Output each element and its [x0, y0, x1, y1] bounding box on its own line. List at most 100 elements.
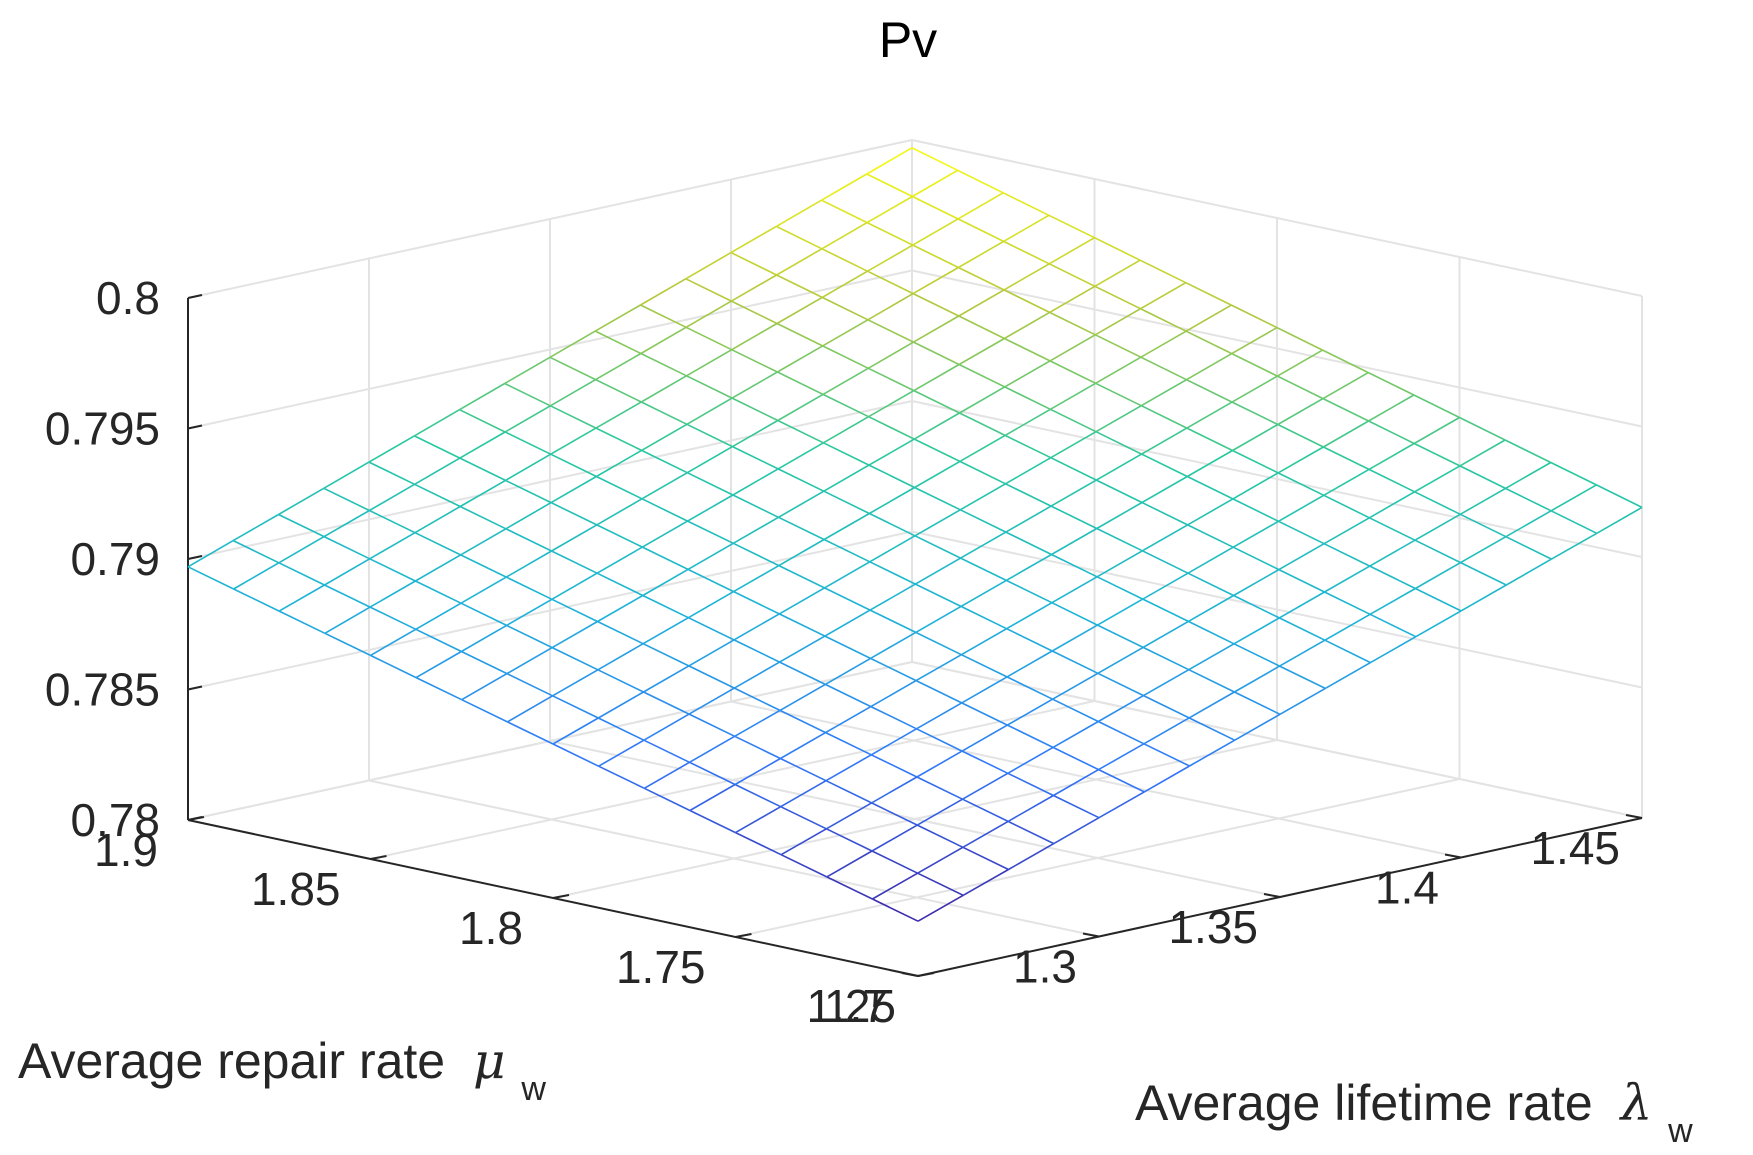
mesh-segment — [598, 765, 645, 790]
mesh-segment — [778, 490, 825, 518]
mesh-segment — [1233, 594, 1280, 619]
mesh-segment — [1505, 535, 1552, 560]
mesh-segment — [1277, 446, 1324, 474]
mesh-segment — [870, 754, 918, 778]
mesh-segment — [1052, 720, 1099, 749]
mesh-segment — [1550, 510, 1598, 535]
mesh-segment — [643, 739, 690, 764]
mesh-segment — [1234, 691, 1281, 716]
mesh-segment — [640, 375, 687, 403]
mesh-segment — [595, 401, 642, 429]
mesh-segment — [912, 244, 959, 269]
mesh-segment — [685, 251, 732, 280]
mesh-segment — [685, 278, 732, 302]
mesh-segment — [1143, 765, 1190, 793]
mesh-segment — [730, 225, 777, 254]
mesh-segment — [1415, 587, 1462, 612]
mesh-segment — [915, 557, 961, 585]
mesh-segment — [1460, 561, 1507, 586]
mesh-segment — [917, 872, 964, 897]
tick-labels: 1.25 1.3 1.35 1.4 1.45 1.7 1.75 1.8 1.85 1.90.78 0… — [45, 272, 1620, 1032]
mesh-segment — [826, 850, 873, 878]
mesh-segment — [1003, 289, 1050, 314]
mesh-segment — [1004, 408, 1051, 437]
mesh-segment — [507, 721, 554, 745]
mesh-segment — [1322, 349, 1369, 374]
mesh-segment — [1141, 475, 1188, 504]
mesh-segment — [1004, 386, 1051, 411]
mesh-segment — [1231, 304, 1278, 329]
mesh-segment — [595, 427, 642, 452]
mesh-segment — [1596, 506, 1643, 534]
mesh-segment — [826, 802, 872, 830]
mesh-segment — [821, 296, 869, 321]
mesh-segment — [643, 713, 690, 741]
y-tick-label: 1.9 — [94, 824, 158, 876]
mesh-segment — [871, 802, 918, 826]
mesh-segment — [960, 557, 1007, 582]
mesh-segment — [962, 846, 1009, 871]
mesh-segment — [1005, 531, 1052, 556]
mesh-segment — [642, 617, 689, 645]
mesh-segment — [1004, 360, 1051, 388]
mesh-segment — [414, 457, 461, 485]
mesh-segment — [734, 661, 780, 689]
mesh-segment — [278, 584, 325, 612]
mesh-segment — [916, 798, 963, 826]
mesh-segment — [1051, 576, 1098, 604]
mesh-segment — [504, 405, 551, 433]
surface-mesh — [187, 147, 1643, 922]
mesh-segment — [1142, 646, 1190, 671]
mesh-segment — [323, 535, 371, 560]
mesh-segment — [1232, 520, 1279, 548]
mesh-segment — [504, 356, 551, 385]
mesh-segment — [871, 776, 918, 804]
mesh-segment — [686, 375, 733, 399]
mesh-segment — [823, 512, 870, 541]
mesh-segment — [775, 225, 823, 250]
mesh-segment — [1007, 698, 1053, 726]
mesh-segment — [911, 147, 958, 172]
mesh-segment — [778, 587, 825, 615]
mesh-segment — [778, 564, 825, 589]
mesh-segment — [1324, 591, 1371, 616]
mesh-segment — [1186, 427, 1233, 452]
mesh-segment — [1186, 378, 1233, 403]
mesh-segment — [551, 620, 598, 649]
mesh-segment — [686, 397, 733, 425]
mesh-segment — [917, 846, 964, 874]
mesh-segment — [233, 562, 280, 590]
mesh-segment — [1096, 527, 1143, 552]
mesh-segment — [187, 566, 234, 590]
mesh-segment — [549, 330, 596, 358]
mesh-segment — [1277, 472, 1325, 497]
mesh-segment — [734, 709, 781, 737]
mesh-segment — [869, 512, 916, 537]
mesh-segment — [595, 449, 643, 478]
mesh-segment — [735, 831, 782, 856]
mesh-segment — [368, 435, 415, 463]
mesh-segment — [1003, 311, 1051, 340]
mesh-segment — [866, 173, 913, 198]
mesh-segment — [1005, 553, 1052, 582]
mesh-segment — [278, 535, 325, 564]
mesh-segment — [506, 598, 553, 627]
mesh-segment — [1094, 308, 1141, 336]
mesh-segment — [1094, 259, 1141, 287]
mesh-segment — [868, 389, 915, 418]
mesh-segment — [777, 393, 824, 422]
mesh-segment — [324, 606, 371, 634]
mesh-segment — [597, 669, 644, 693]
mesh-segment — [1550, 484, 1597, 512]
mesh-segment — [597, 620, 644, 645]
mesh-segment — [1550, 461, 1597, 486]
mesh-segment — [506, 672, 553, 697]
mesh-segment — [551, 550, 598, 574]
mesh-segment — [688, 687, 735, 715]
mesh-segment — [1053, 768, 1099, 797]
mesh-segment — [460, 602, 507, 627]
x-tick-mark — [1263, 893, 1281, 898]
x-tick-label: 1.45 — [1530, 822, 1620, 874]
mesh-segment — [1188, 620, 1235, 645]
mesh-segment — [1368, 420, 1415, 445]
